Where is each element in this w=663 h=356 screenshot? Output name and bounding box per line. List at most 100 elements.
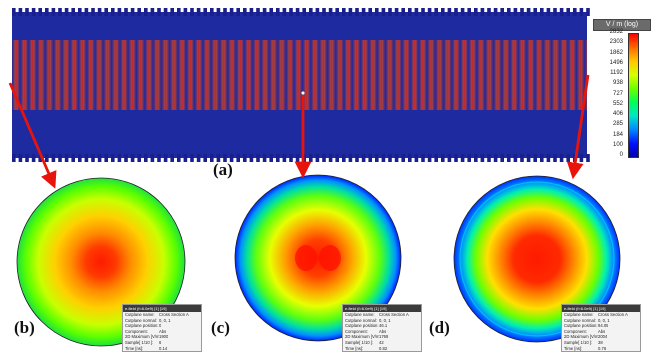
color-legend: V / m (log) 2832 2303 1862 1496 1192 938 727 55… bbox=[593, 19, 651, 159]
info-key: 2D Maximum [V/m]: bbox=[564, 334, 598, 340]
info-row: Cutplane name: Cross Section A bbox=[562, 312, 640, 318]
info-key: Time [ns]: bbox=[345, 345, 364, 351]
info-box-b: e-field (f=6.0e9) [1] [19] Cutplane name… bbox=[122, 304, 202, 352]
info-value: 0 bbox=[159, 323, 162, 329]
info-value: 6 bbox=[159, 339, 162, 345]
info-box-header: e-field (f=6.0e9) [1] [19] bbox=[123, 305, 201, 312]
info-box-c: e-field (f=6.0e9) [1] [19] Cutplane name… bbox=[342, 304, 422, 352]
info-box-header: e-field (f=6.0e9) [1] [19] bbox=[343, 305, 421, 312]
info-row: Cutplane position: 0 bbox=[123, 323, 201, 329]
info-row: Cutplane name: Cross Section A bbox=[343, 312, 421, 318]
info-value: 42 bbox=[379, 339, 384, 345]
info-key: Cutplane name: bbox=[125, 312, 155, 317]
legend-title: V / m (log) bbox=[593, 19, 651, 31]
panel-label-a: (a) bbox=[213, 160, 233, 179]
legend-tick-label: 0 bbox=[619, 152, 623, 158]
legend-tick-label: 1496 bbox=[609, 59, 623, 66]
info-key: Cutplane position: bbox=[125, 323, 159, 329]
lobe-left bbox=[295, 245, 317, 271]
info-row: Component: Abs bbox=[343, 329, 421, 335]
arrow-to-d bbox=[566, 74, 590, 180]
legend-tick-label: 1862 bbox=[609, 49, 623, 56]
info-key: Time [ns]: bbox=[564, 345, 583, 351]
info-key: 2D Maximum [V/m]: bbox=[345, 334, 379, 340]
info-row: 2D Maximum [V/m]: 1900 bbox=[123, 334, 201, 340]
info-key: Component: bbox=[345, 328, 368, 334]
info-key: Cutplane name: bbox=[345, 312, 375, 317]
legend-tick-label: 938 bbox=[612, 80, 623, 87]
info-row: Cutplane normal: 0, 0, 1 bbox=[123, 318, 201, 324]
lobe-right bbox=[319, 245, 341, 271]
info-value: Abs bbox=[379, 328, 387, 334]
info-row: Cutplane normal: 0, 0, 1 bbox=[343, 318, 421, 324]
outer-ring bbox=[459, 181, 615, 337]
info-key: Cutplane normal: bbox=[564, 317, 596, 323]
info-value: Cross Section A bbox=[598, 312, 628, 317]
info-key: Cutplane normal: bbox=[345, 317, 377, 323]
info-row: Cutplane normal: 0, 0, 1 bbox=[562, 318, 640, 324]
legend-tick-label: 2303 bbox=[609, 39, 623, 46]
info-value: Abs bbox=[159, 328, 167, 334]
info-key: Cutplane name: bbox=[564, 312, 594, 317]
panel-label-d: (d) bbox=[429, 318, 450, 337]
info-key: 2D Maximum [V/m]: bbox=[125, 334, 159, 340]
info-row: Sample[ 1/10 ]: 6 bbox=[123, 340, 201, 346]
info-row: Time [ns]: 0.14 bbox=[123, 346, 201, 352]
info-key: Cutplane normal: bbox=[125, 317, 157, 323]
info-row: Cutplane position: 94.05 bbox=[562, 323, 640, 329]
legend-tick-label: 1192 bbox=[610, 70, 623, 76]
info-key: Cutplane position: bbox=[564, 323, 598, 329]
info-value: 0.76 bbox=[598, 345, 607, 351]
legend-tick-label: 727 bbox=[612, 90, 623, 97]
info-key: Sample[ 1/10 ]: bbox=[564, 339, 593, 345]
info-row: Time [ns]: 0.82 bbox=[343, 346, 421, 352]
info-key: Component: bbox=[564, 328, 587, 334]
legend-ticks: 2832 2303 1862 1496 1192 938 727 552 406 285 184 10… bbox=[593, 29, 627, 158]
info-value: 0, 0, 1 bbox=[379, 317, 391, 323]
info-value: 2004 bbox=[598, 334, 608, 340]
info-key: Component: bbox=[125, 328, 148, 334]
info-row: Sample[ 1/10 ]: 38 bbox=[562, 340, 640, 346]
panel-label-c: (c) bbox=[211, 318, 230, 337]
info-row: 2D Maximum [V/m]: 1769 bbox=[343, 334, 421, 340]
info-box-d: e-field (f=6.0e9) [1] [19] Cutplane name… bbox=[561, 304, 641, 352]
info-row: Component: Abs bbox=[562, 329, 640, 335]
info-key: Sample[ 1/10 ]: bbox=[125, 339, 154, 345]
info-row: 2D Maximum [V/m]: 2004 bbox=[562, 334, 640, 340]
probe-point bbox=[300, 90, 306, 96]
info-key: Time [ns]: bbox=[125, 345, 144, 351]
info-row: Sample[ 1/10 ]: 42 bbox=[343, 340, 421, 346]
info-value: 0.14 bbox=[159, 345, 168, 351]
info-value: 94.05 bbox=[598, 323, 609, 329]
info-key: Cutplane position: bbox=[345, 323, 379, 329]
info-value: 1769 bbox=[379, 334, 389, 340]
legend-tick-label: 184 bbox=[612, 131, 623, 138]
waveguide-bands bbox=[12, 16, 587, 154]
legend-tick-label: 552 bbox=[612, 100, 623, 107]
info-row: Cutplane name: Cross Section A bbox=[123, 312, 201, 318]
info-row: Time [ns]: 0.76 bbox=[562, 346, 640, 352]
info-row: Component: Abs bbox=[123, 329, 201, 335]
info-box-header: e-field (f=6.0e9) [1] [19] bbox=[562, 305, 640, 312]
legend-tick-label: 2832 bbox=[609, 29, 623, 35]
info-value: 46.1 bbox=[379, 323, 388, 329]
legend-tick-label: 100 bbox=[612, 141, 623, 148]
info-value: 0, 0, 1 bbox=[598, 317, 610, 323]
legend-tick-label: 406 bbox=[612, 111, 623, 117]
info-value: 0, 0, 1 bbox=[159, 317, 171, 323]
panel-label-b: (b) bbox=[14, 318, 35, 337]
info-value: Cross Section A bbox=[159, 312, 189, 317]
cross-section-d bbox=[453, 175, 621, 343]
arrow-to-b bbox=[8, 82, 57, 189]
info-value: Cross Section A bbox=[379, 312, 409, 317]
legend-colorbar bbox=[628, 33, 639, 158]
info-value: Abs bbox=[598, 328, 606, 334]
info-value: 0.82 bbox=[379, 345, 388, 351]
legend-tick-label: 285 bbox=[612, 121, 623, 128]
info-key: Sample[ 1/10 ]: bbox=[345, 339, 374, 345]
info-value: 1900 bbox=[159, 334, 169, 340]
info-value: 38 bbox=[598, 339, 603, 345]
info-row: Cutplane position: 46.1 bbox=[343, 323, 421, 329]
